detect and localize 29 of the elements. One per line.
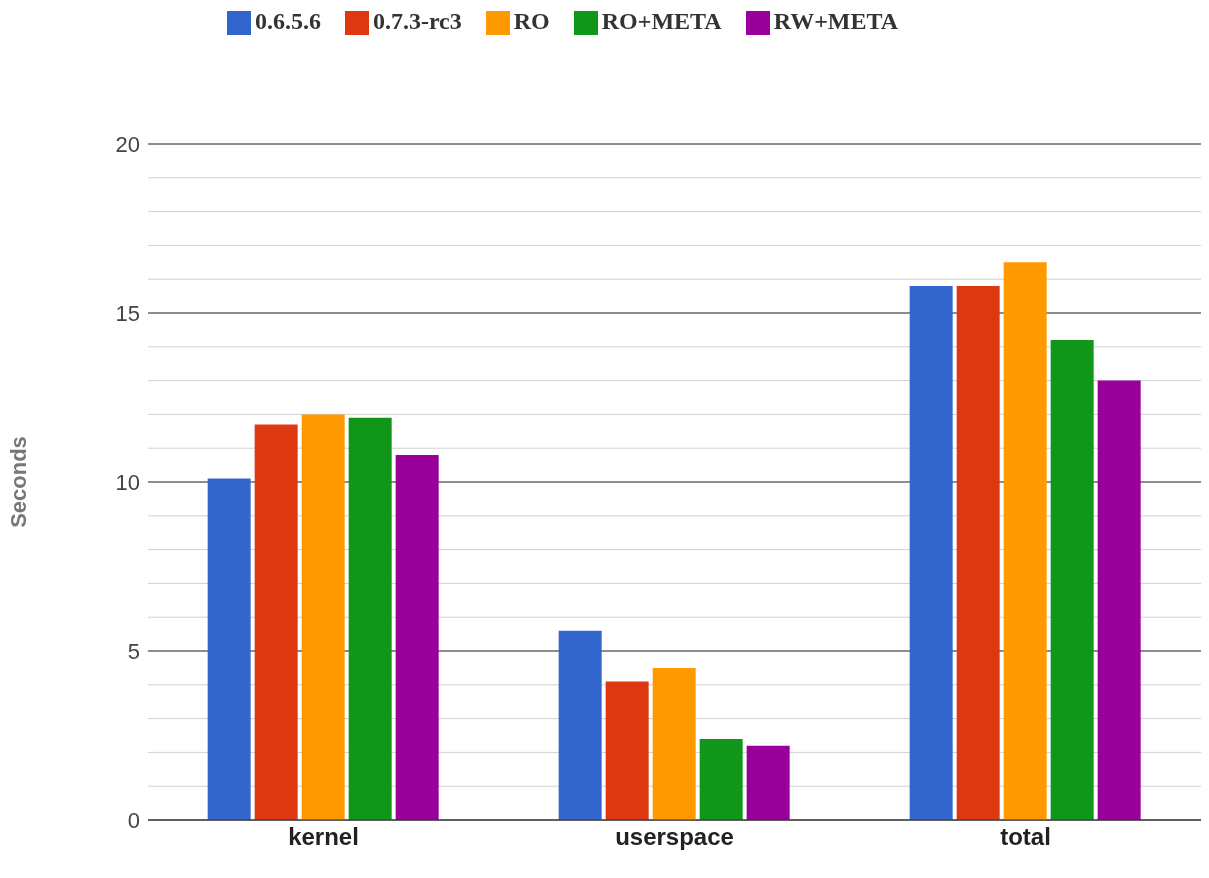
bar xyxy=(699,738,743,820)
bar xyxy=(956,285,1000,820)
bar xyxy=(1097,380,1141,820)
bar xyxy=(301,414,345,820)
x-tick-label: kernel xyxy=(288,823,359,851)
bar xyxy=(1003,262,1047,820)
bar xyxy=(207,478,251,820)
legend-label: 0.7.3-rc3 xyxy=(372,8,462,34)
legend-label: RW+META xyxy=(773,8,899,34)
bar xyxy=(395,454,439,820)
legend-label: RO xyxy=(513,8,550,34)
bar xyxy=(746,745,790,820)
bar xyxy=(254,424,298,820)
bar xyxy=(558,630,602,820)
y-tick-label: 20 xyxy=(115,131,140,157)
legend-label: RO+META xyxy=(601,8,722,34)
y-tick-label: 0 xyxy=(127,807,140,833)
legend-label: 0.6.5.6 xyxy=(254,8,321,34)
bar xyxy=(605,681,649,820)
y-tick-label: 10 xyxy=(115,469,140,495)
y-axis-title: Seconds xyxy=(5,436,31,528)
bar xyxy=(909,285,953,820)
x-tick-label: total xyxy=(1000,823,1051,851)
bar xyxy=(652,667,696,820)
x-tick-label: userspace xyxy=(615,823,734,851)
y-tick-label: 5 xyxy=(127,638,140,664)
y-tick-label: 15 xyxy=(115,300,140,326)
bar xyxy=(1050,340,1094,820)
bar xyxy=(348,417,392,820)
